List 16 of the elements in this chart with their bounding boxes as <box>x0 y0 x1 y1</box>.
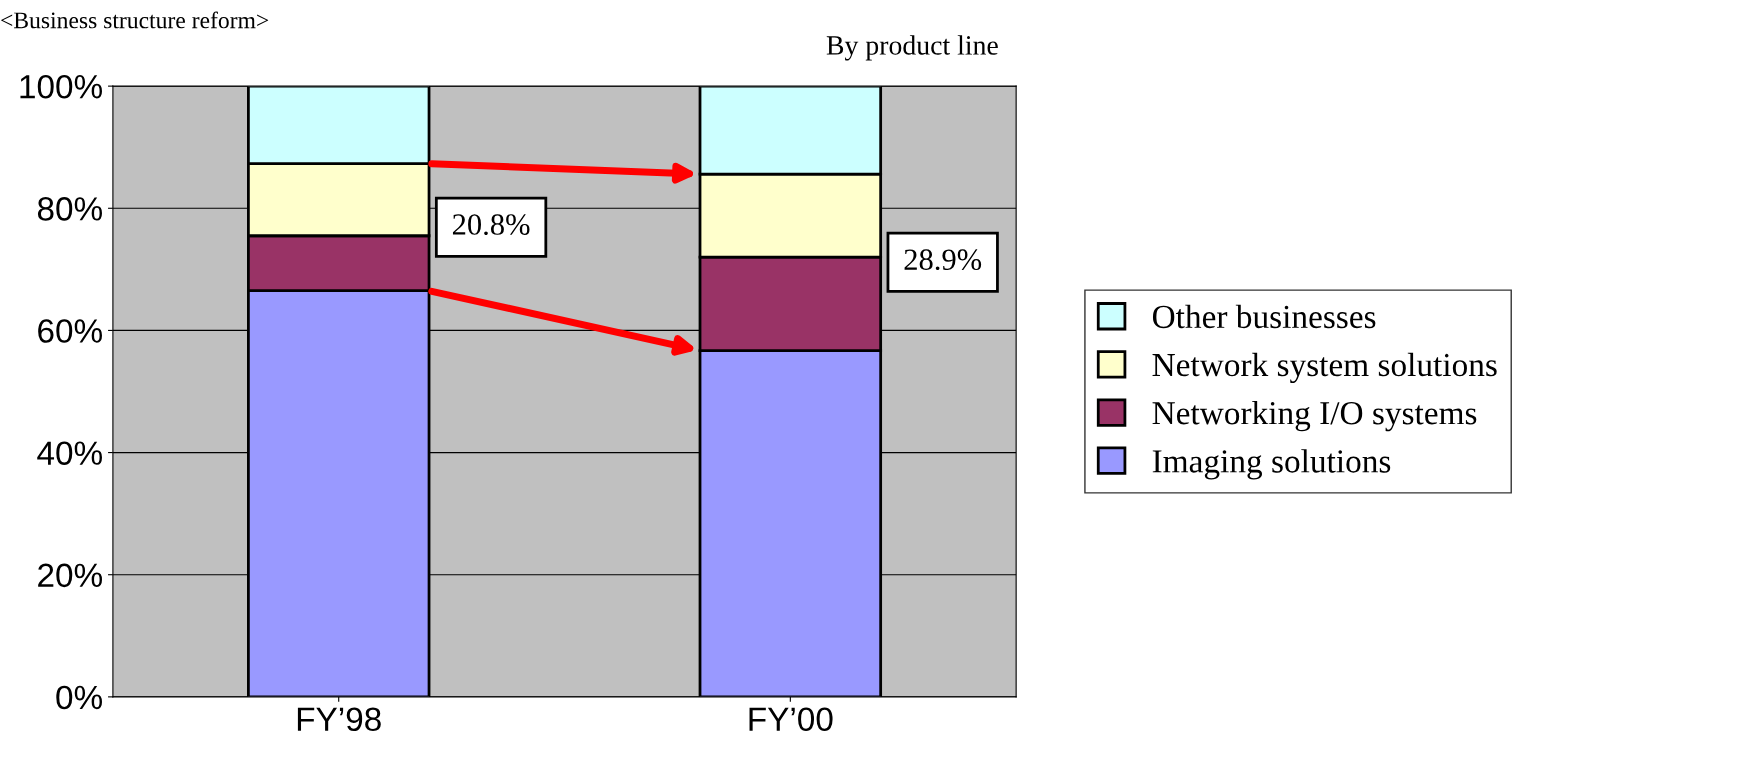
legend-label: Other businesses <box>1152 304 1376 329</box>
annotation: 28.9% <box>904 249 982 271</box>
annotation: 20.8% <box>452 214 530 235</box>
y-tick-label: 100% <box>20 74 102 99</box>
y-tick-label: 20% <box>38 563 102 588</box>
y-tick-label: 60% <box>38 319 102 343</box>
x-tick-label: FY’00 <box>749 707 833 732</box>
y-tick-label: 80% <box>37 197 102 221</box>
legend-label: Networking I/O systems <box>1152 400 1477 432</box>
legend-label: Imaging solutions <box>1152 449 1391 480</box>
chart-subtitle: By product line <box>826 35 998 61</box>
chart-title: <Business structure reform> <box>1 11 269 29</box>
y-tick-label: 0% <box>56 685 102 710</box>
y-tick-label: 40% <box>37 441 102 465</box>
legend-label: Network system solutions <box>1152 352 1497 384</box>
x-tick-label: FY’98 <box>297 707 381 732</box>
